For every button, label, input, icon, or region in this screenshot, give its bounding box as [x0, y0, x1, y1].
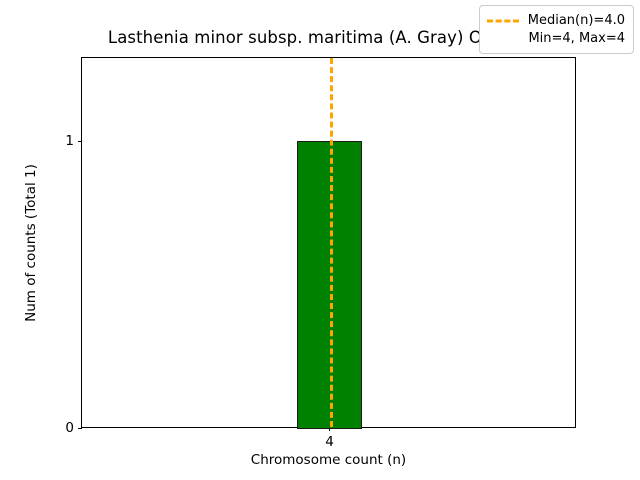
chart-legend: Median(n)=4.0 Min=4, Max=4 [478, 5, 634, 55]
x-tick-mark-4 [329, 427, 331, 431]
median-line [329, 58, 333, 427]
legend-entry-median: Median(n)=4.0 [527, 13, 625, 28]
chart-title: Lasthenia minor subsp. maritima (A. Gray… [107, 28, 533, 47]
y-tick-mark-1 [78, 140, 82, 142]
x-tick-label-4: 4 [325, 434, 334, 450]
y-axis-label-text: Num of counts (Total 1) [23, 163, 40, 322]
x-axis-label: Chromosome count (n) [250, 452, 407, 468]
y-tick-label-0: 0 [65, 420, 74, 436]
y-tick-mark-0 [78, 428, 82, 430]
y-axis-label: Num of counts (Total 1) [21, 57, 41, 428]
y-tick-label-1: 1 [65, 132, 74, 149]
plot-area: 0 1 4 [65, 57, 576, 450]
legend-text-block: Median(n)=4.0 Min=4, Max=4 [528, 12, 625, 47]
median-line-swatch-icon [486, 12, 519, 29]
legend-entry-minmax: Min=4, Max=4 [528, 30, 625, 46]
